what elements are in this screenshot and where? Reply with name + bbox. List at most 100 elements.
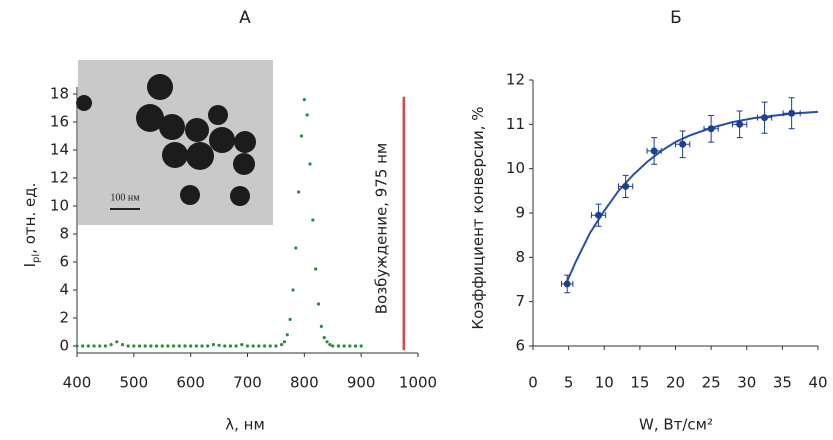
point: [308, 162, 312, 166]
y-tick-label: 12: [50, 169, 69, 187]
x-tick-label: 0: [528, 374, 538, 392]
point: [322, 336, 326, 340]
point: [194, 344, 198, 348]
point: [359, 344, 363, 348]
y-tick-label: 8: [59, 225, 69, 243]
inset-image: 100 нм: [76, 60, 273, 225]
scale-label: 100 нм: [110, 192, 140, 203]
particle: [234, 131, 256, 153]
x-tick-label: 30: [737, 374, 756, 392]
particle: [136, 104, 164, 132]
point: [353, 344, 358, 348]
point: [228, 344, 233, 348]
point: [595, 211, 603, 219]
point: [160, 344, 164, 348]
point: [316, 302, 321, 306]
point: [245, 344, 250, 348]
y-axis-label-part: , отн. ед.: [21, 183, 39, 254]
particle: [233, 153, 255, 175]
y-tick-label: 8: [515, 248, 525, 266]
y-tick-label: 14: [50, 141, 69, 159]
point: [761, 114, 769, 122]
point: [200, 344, 204, 348]
point: [311, 218, 315, 222]
point: [302, 98, 306, 102]
point: [166, 344, 170, 348]
y-tick-label: 10: [506, 159, 525, 177]
point: [342, 344, 346, 348]
y-axis-label-part: pl: [31, 254, 42, 263]
point: [98, 344, 102, 348]
point: [172, 344, 176, 348]
particle: [186, 142, 214, 170]
particle: [230, 186, 250, 206]
y-tick-label: 6: [515, 337, 525, 355]
y-tick-label: 9: [515, 204, 525, 222]
point: [285, 333, 289, 337]
y-tick-label: 12: [506, 71, 525, 89]
y-tick-label: 0: [59, 337, 69, 355]
point: [120, 343, 125, 347]
point: [305, 113, 309, 117]
point: [280, 343, 284, 347]
point: [183, 344, 187, 348]
point: [288, 317, 292, 321]
x-axis-label: λ, нм: [225, 416, 265, 434]
x-tick-label: 15: [630, 374, 649, 392]
point: [314, 267, 318, 271]
x-tick-label: 800: [290, 374, 319, 392]
particle: [209, 127, 235, 153]
point: [707, 125, 715, 133]
point: [262, 344, 267, 348]
point: [109, 343, 113, 347]
x-axis-label: W, Вт/см²: [639, 416, 713, 434]
x-tick-label: 20: [666, 374, 685, 392]
y-tick-label: 6: [59, 253, 69, 271]
y-axis-label-part: I: [21, 263, 39, 267]
point: [257, 344, 261, 348]
point: [297, 190, 301, 194]
x-tick-label: 35: [773, 374, 792, 392]
point: [251, 344, 255, 348]
point: [336, 344, 341, 348]
point: [137, 344, 142, 348]
y-tick-label: 2: [59, 309, 69, 327]
point: [348, 344, 352, 348]
particle: [208, 105, 228, 125]
point: [92, 344, 96, 348]
point: [622, 182, 630, 190]
point: [149, 344, 153, 348]
point: [103, 344, 108, 348]
x-tick-label: 600: [176, 374, 205, 392]
x-tick-label: 10: [595, 374, 614, 392]
x-tick-label: 500: [120, 374, 149, 392]
y-tick-label: 10: [50, 197, 69, 215]
point: [650, 147, 658, 155]
y-tick-label: 11: [506, 115, 525, 133]
point: [143, 344, 147, 348]
point: [268, 344, 272, 348]
point: [563, 280, 571, 288]
point: [81, 344, 85, 348]
point: [788, 109, 796, 117]
y-tick-label: 16: [50, 113, 69, 131]
excitation-label: Возбуждение, 975 нм: [372, 143, 390, 315]
x-tick-label: 900: [347, 374, 376, 392]
point: [211, 343, 215, 347]
point: [679, 140, 687, 148]
point: [274, 344, 278, 348]
point: [234, 344, 238, 348]
x-tick-label: 25: [702, 374, 721, 392]
particle: [185, 118, 209, 142]
point: [282, 340, 287, 344]
point: [240, 343, 244, 347]
chart-title: Б: [670, 8, 682, 28]
y-tick-label: 7: [515, 292, 525, 310]
point: [331, 344, 335, 348]
point: [736, 120, 744, 128]
point: [75, 344, 79, 348]
y-axis-label: Коэффициент конверсии, %: [469, 106, 487, 329]
point: [319, 324, 323, 328]
point: [86, 344, 90, 348]
